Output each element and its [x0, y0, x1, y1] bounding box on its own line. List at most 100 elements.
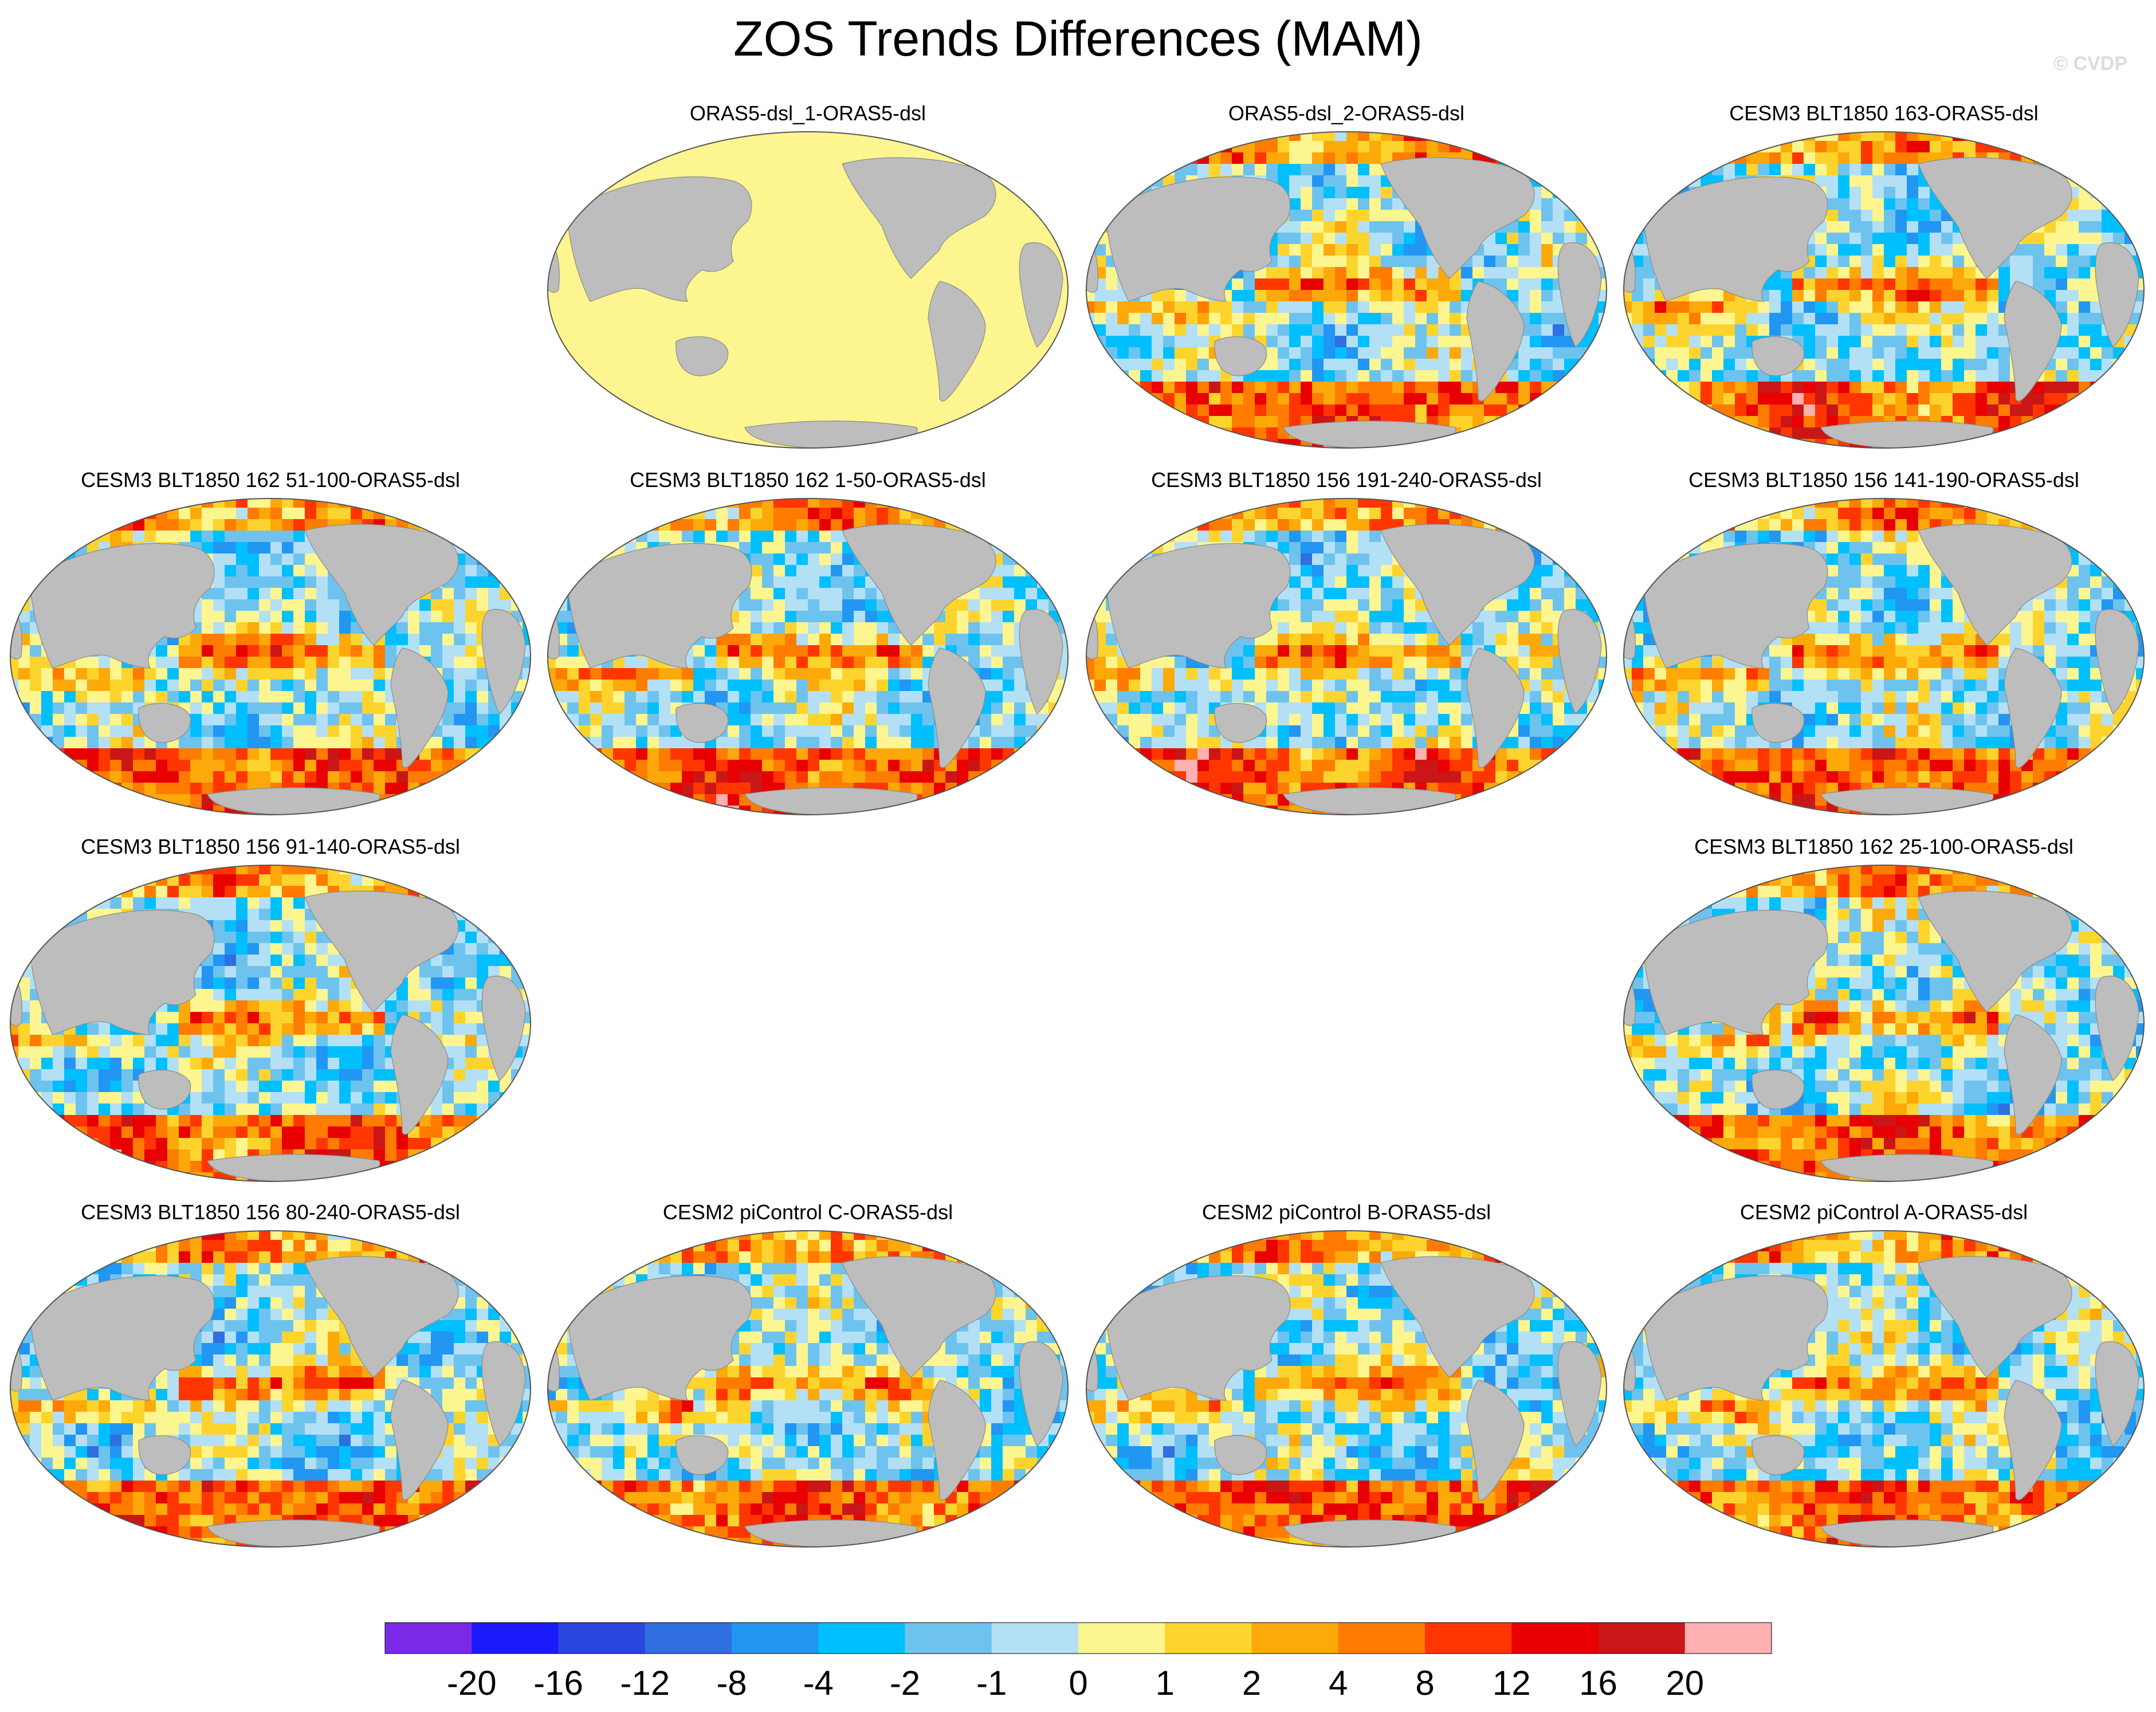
map-plot: [1623, 1230, 2145, 1548]
land-mass: [1466, 647, 1525, 768]
map-panel: CESM2 piControl B-ORAS5-dsl: [1083, 1200, 1610, 1549]
map-outline: [1623, 498, 2145, 815]
colorbar-tick-label: 8: [1415, 1664, 1434, 1702]
map-panel: CESM3 BLT1850 162 1-50-ORAS5-dsl: [544, 468, 1071, 817]
land-mass: [1214, 1435, 1267, 1475]
colorbar-tick-label: -1: [976, 1664, 1007, 1702]
land-mass: [481, 975, 526, 1082]
land-mass: [676, 702, 729, 743]
panel-title: ORAS5-dsl_1-ORAS5-dsl: [689, 101, 926, 125]
colorbar-frame: [384, 1622, 1772, 1654]
land-mass: [138, 702, 191, 743]
watermark: © CVDP: [2053, 53, 2127, 74]
land-mass: [1557, 1341, 1602, 1447]
panel-title: CESM3 BLT1850 162 51-100-ORAS5-dsl: [81, 468, 460, 492]
panel-title: ORAS5-dsl_2-ORAS5-dsl: [1228, 101, 1465, 125]
land-mass: [1380, 157, 1535, 279]
land-mass: [304, 890, 459, 1012]
colorbar-tick-label: 4: [1329, 1664, 1348, 1702]
land-mass: [1105, 1275, 1291, 1401]
land-mass: [1466, 1380, 1525, 1501]
land-mass: [481, 608, 526, 715]
land-mass: [390, 1380, 449, 1501]
chart-title: ZOS Trends Differences (MAM): [733, 11, 1423, 66]
map-panel: ORAS5-dsl_2-ORAS5-dsl: [1083, 101, 1610, 450]
colorbar: -20 -16 -12 -8 -4 -2 -1 0 1 2 4 8 12 16 20: [384, 1622, 1772, 1702]
land-mass: [1643, 176, 1828, 302]
land-mass: [1918, 1256, 2072, 1378]
panel-title: CESM2 piControl B-ORAS5-dsl: [1201, 1200, 1491, 1224]
map-plot: [1623, 498, 2145, 815]
map-plot: [1086, 498, 1607, 815]
land-mass: [1918, 157, 2072, 279]
colorbar-tick-label: 12: [1493, 1664, 1531, 1702]
land-mass: [29, 909, 215, 1035]
map-panel: CESM3 BLT1850 162 25-100-ORAS5-dsl: [1620, 834, 2147, 1184]
land-mass: [2004, 647, 2062, 768]
map-plot: [10, 865, 531, 1182]
colorbar-tick-label: 1: [1156, 1664, 1175, 1702]
panel-title: CESM3 BLT1850 156 91-140-ORAS5-dsl: [81, 835, 460, 858]
map-plot: [547, 131, 1069, 449]
land-mass: [29, 543, 215, 669]
land-mass: [1105, 176, 1291, 302]
land-mass: [1019, 242, 1063, 348]
land-mass: [1105, 543, 1291, 669]
land-mass: [1214, 336, 1267, 376]
map-plot: [1623, 131, 2145, 449]
map-outline: [1086, 1230, 1607, 1548]
map-panel: CESM2 piControl C-ORAS5-dsl: [544, 1200, 1071, 1549]
map-outline: [1623, 1230, 2145, 1548]
colorbar-bin: [905, 1623, 992, 1654]
land-mass: [676, 1435, 729, 1475]
map-panel: CESM3 BLT1850 162 51-100-ORAS5-dsl: [7, 468, 534, 817]
colorbar-tick-label: -20: [447, 1664, 497, 1702]
panel-title: CESM3 BLT1850 162 25-100-ORAS5-dsl: [1694, 835, 2073, 858]
land-mass: [842, 1256, 996, 1378]
colorbar-bin: [1165, 1623, 1252, 1654]
land-mass: [1643, 909, 1828, 1035]
land-mass: [138, 1435, 191, 1475]
colorbar-bin: [1684, 1623, 1772, 1654]
map-plot: [1623, 865, 2145, 1182]
map-plot: [547, 1230, 1069, 1548]
colorbar-bin: [472, 1623, 559, 1654]
map-panel: CESM3 BLT1850 156 80-240-ORAS5-dsl: [7, 1200, 534, 1549]
land-mass: [842, 157, 996, 279]
map-plot: [1086, 131, 1607, 449]
colorbar-tick-label: 0: [1069, 1664, 1087, 1702]
land-mass: [567, 176, 752, 302]
land-mass: [1643, 543, 1828, 669]
land-mass: [1751, 1435, 1805, 1475]
land-mass: [1751, 1069, 1805, 1110]
colorbar-bin: [1078, 1623, 1165, 1654]
map-outline: [1086, 498, 1607, 815]
map-plot: [1086, 1230, 1607, 1548]
colorbar-tick-label: 2: [1242, 1664, 1261, 1702]
map-outline: [1623, 131, 2145, 449]
panel-title: CESM3 BLT1850 156 80-240-ORAS5-dsl: [81, 1200, 460, 1224]
colorbar-tick-label: -2: [890, 1664, 920, 1702]
map-outline: [547, 131, 1069, 449]
map-plot: [10, 498, 531, 815]
colorbar-bin: [1251, 1623, 1339, 1654]
map-outline: [1623, 865, 2145, 1182]
map-outline: [547, 1230, 1069, 1548]
land-mass: [390, 1014, 449, 1135]
colorbar-tick-label: -8: [716, 1664, 747, 1702]
land-mass: [1019, 608, 1063, 715]
land-mass: [1557, 608, 1602, 715]
panel-title: CESM3 BLT1850 156 141-190-ORAS5-dsl: [1688, 468, 2079, 492]
colorbar-bin: [1338, 1623, 1425, 1654]
colorbar-bin: [558, 1623, 646, 1654]
map-outline: [10, 1230, 531, 1548]
land-mass: [1380, 1256, 1535, 1378]
colorbar-bin: [645, 1623, 732, 1654]
land-mass: [1643, 1275, 1828, 1401]
land-mass: [481, 1341, 526, 1447]
colorbar-bin: [1425, 1623, 1512, 1654]
land-mass: [304, 1256, 459, 1378]
colorbar-tick-label: 16: [1579, 1664, 1617, 1702]
colorbar-bin: [385, 1623, 472, 1654]
land-mass: [1466, 281, 1525, 402]
